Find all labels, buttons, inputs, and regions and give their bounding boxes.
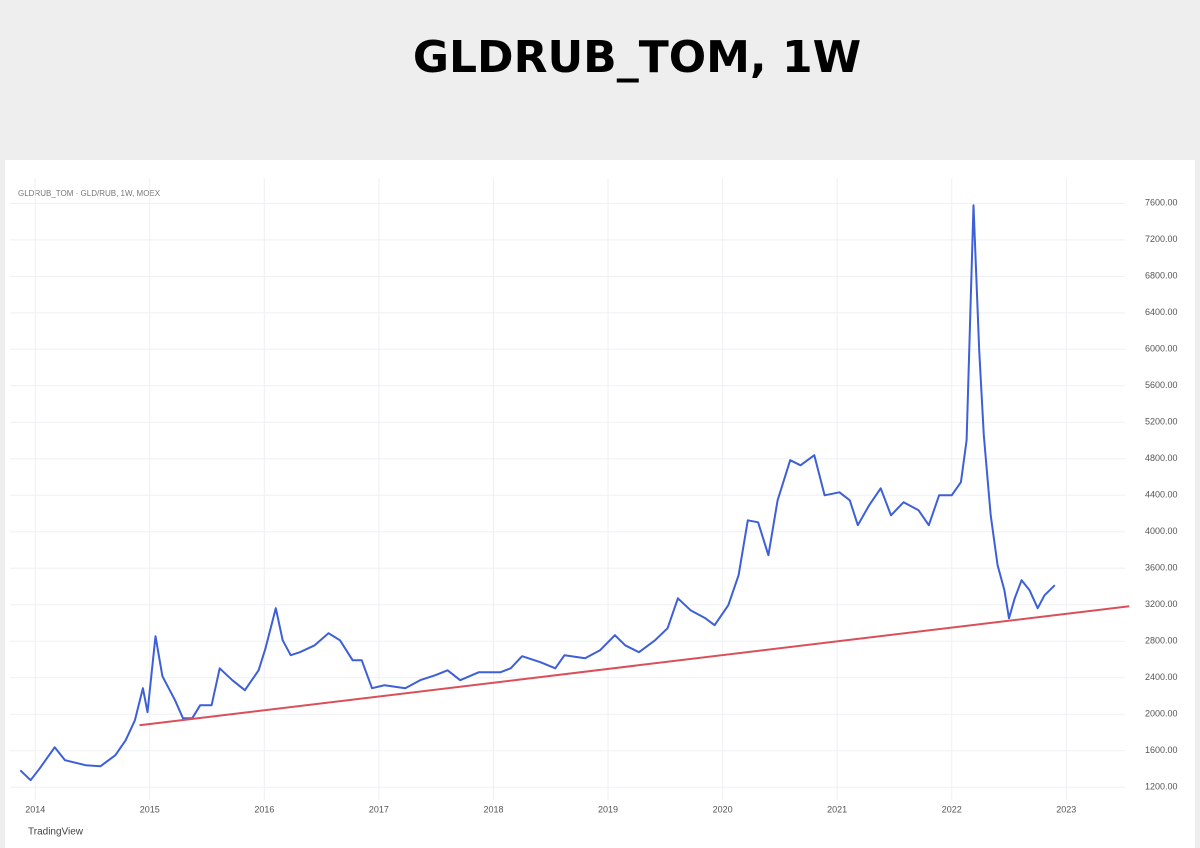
x-tick-label: 2014: [25, 804, 45, 814]
y-tick-label: 6000.00: [1145, 344, 1178, 354]
x-tick-label: 2020: [713, 804, 733, 814]
y-tick-label: 3600.00: [1145, 563, 1178, 573]
y-tick-label: 2400.00: [1145, 672, 1178, 682]
y-tick-label: 6800.00: [1145, 271, 1178, 281]
y-tick-label: 1200.00: [1145, 782, 1178, 792]
y-tick-label: 4000.00: [1145, 526, 1178, 536]
y-tick-label: 2800.00: [1145, 636, 1178, 646]
x-tick-label: 2022: [942, 804, 962, 814]
y-tick-label: 5600.00: [1145, 380, 1178, 390]
y-tick-label: 5200.00: [1145, 417, 1178, 427]
x-tick-label: 2017: [369, 804, 389, 814]
y-tick-label: 3200.00: [1145, 599, 1178, 609]
y-tick-label: 7200.00: [1145, 234, 1178, 244]
chart-title: GLDRUB_TOM, 1W: [413, 32, 861, 83]
x-tick-label: 2015: [140, 804, 160, 814]
watermark: TradingView: [28, 827, 84, 838]
x-tick-label: 2021: [827, 804, 847, 814]
price-line: [19, 204, 1056, 782]
y-tick-label: 7600.00: [1145, 198, 1178, 208]
x-tick-label: 2016: [254, 804, 274, 814]
y-tick-label: 4400.00: [1145, 490, 1178, 500]
x-tick-label: 2023: [1056, 804, 1076, 814]
x-tick-label: 2019: [598, 804, 618, 814]
chart-panel: [5, 160, 1195, 848]
x-tick-label: 2018: [483, 804, 503, 814]
price-line: [139, 605, 1130, 727]
y-tick-label: 1600.00: [1145, 745, 1178, 755]
y-tick-label: 6400.00: [1145, 307, 1178, 317]
y-tick-label: 4800.00: [1145, 453, 1178, 463]
y-tick-label: 2000.00: [1145, 709, 1178, 719]
chart-subtitle: GLDRUB_TOM · GLD/RUB, 1W, MOEX: [18, 189, 161, 198]
